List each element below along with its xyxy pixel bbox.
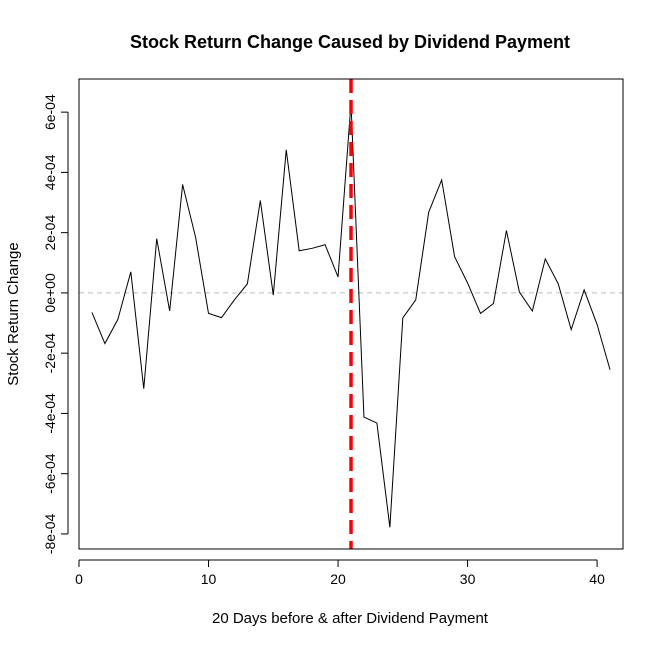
- x-tick-label: 20: [330, 571, 346, 587]
- y-tick-label: -8e-04: [42, 513, 58, 554]
- y-tick-label: 0e+00: [42, 273, 58, 313]
- y-tick-label: 6e-04: [42, 94, 58, 130]
- y-axis-label: Stock Return Change: [5, 242, 22, 385]
- plot-frame: [78, 78, 624, 550]
- y-tick-label: -6e-04: [42, 453, 58, 494]
- y-tick-label: 2e-04: [42, 215, 58, 251]
- y-tick-label: -4e-04: [42, 393, 58, 434]
- x-axis: 0 10 20 30 40: [75, 559, 605, 587]
- chart-title: Stock Return Change Caused by Dividend P…: [130, 32, 570, 52]
- x-tick-label: 30: [460, 571, 476, 587]
- y-tick-label: -2e-04: [42, 333, 58, 374]
- y-tick-label: 4e-04: [42, 154, 58, 190]
- x-tick-label: 10: [201, 571, 217, 587]
- plot-area: [79, 79, 623, 549]
- x-axis-label: 20 Days before & after Dividend Payment: [212, 610, 489, 627]
- y-axis: -8e-04 -6e-04 -4e-04 -2e-04 0e+00 2e-04 4e-04 6…: [42, 94, 69, 554]
- x-tick-label: 40: [589, 571, 605, 587]
- x-tick-label: 0: [75, 571, 83, 587]
